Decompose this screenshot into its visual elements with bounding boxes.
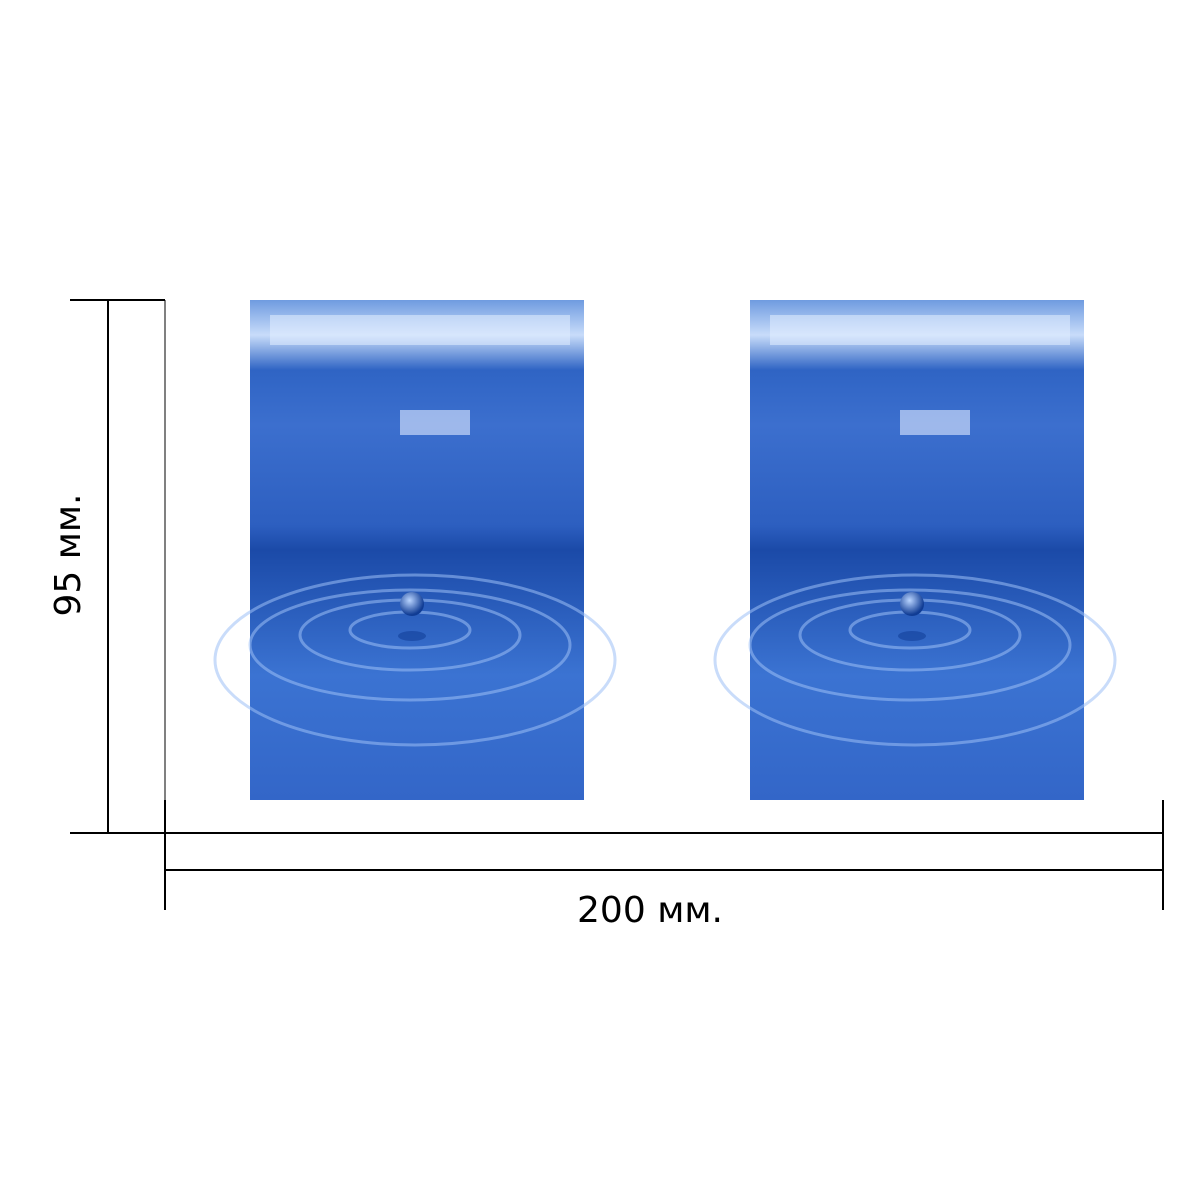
product-image xyxy=(213,298,617,802)
product-image xyxy=(713,298,1117,802)
width-label: 200 мм. xyxy=(577,890,723,931)
height-label: 95 мм. xyxy=(48,493,89,616)
height-dimension: 95 мм. xyxy=(48,299,166,834)
width-dimension: 200 мм. xyxy=(164,800,1164,931)
